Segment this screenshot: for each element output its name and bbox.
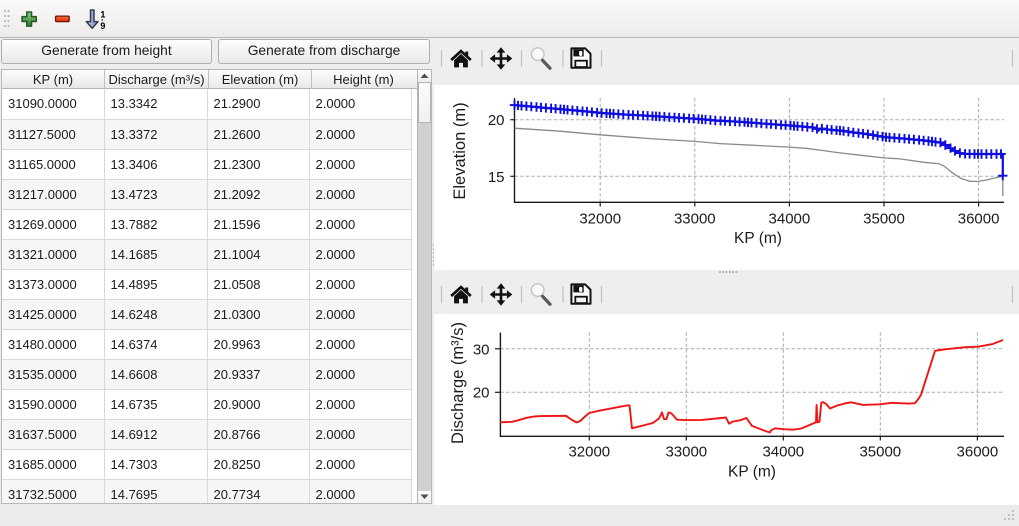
svg-text:36000: 36000 <box>958 211 1000 228</box>
svg-text:36000: 36000 <box>957 443 999 460</box>
svg-text:Discharge (m³/s): Discharge (m³/s) <box>449 322 467 444</box>
svg-text:33000: 33000 <box>674 211 716 228</box>
svg-text:30: 30 <box>473 341 490 358</box>
svg-text:35000: 35000 <box>859 443 901 460</box>
svg-text:KP (m): KP (m) <box>734 230 782 247</box>
svg-text:1: 1 <box>100 9 105 19</box>
svg-text:9: 9 <box>100 21 105 31</box>
svg-text:33000: 33000 <box>665 443 707 460</box>
svg-text:32000: 32000 <box>568 443 610 460</box>
svg-text:KP (m): KP (m) <box>728 464 776 481</box>
svg-text:15: 15 <box>488 169 505 186</box>
svg-text:35000: 35000 <box>863 211 905 228</box>
svg-text:34000: 34000 <box>769 211 811 228</box>
svg-text:34000: 34000 <box>762 443 804 460</box>
svg-text:20: 20 <box>488 112 505 129</box>
svg-text:32000: 32000 <box>579 211 621 228</box>
svg-text:20: 20 <box>473 385 490 402</box>
svg-text:Elevation (m): Elevation (m) <box>451 102 469 199</box>
